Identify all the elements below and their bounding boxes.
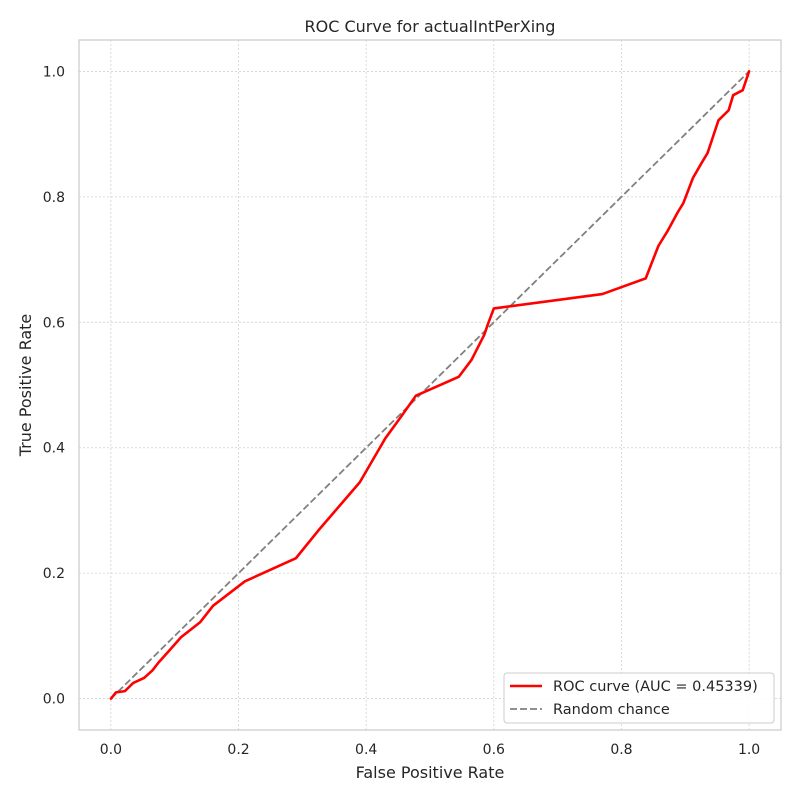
x-tick-label: 0.6 [483, 742, 505, 758]
plot-frame [78, 39, 782, 731]
y-tick-label: 0.8 [43, 190, 65, 206]
random-chance-line [110, 70, 750, 700]
legend: ROC curve (AUC = 0.45339) Random chance [503, 672, 775, 724]
legend-label-random: Random chance [553, 702, 670, 718]
y-tick-label: 0.4 [43, 441, 65, 457]
y-tick-label: 0.2 [43, 566, 65, 582]
x-tick-label: 0.2 [227, 742, 249, 758]
x-tick-label: 0.0 [100, 742, 122, 758]
y-axis-label: True Positive Rate [16, 314, 35, 458]
tick-layer: 0.0 0.2 0.4 0.6 0.8 1.0 0.0 0.2 0.4 0.6 0.8 1.0 [43, 64, 760, 758]
series-layer [109, 70, 751, 700]
y-tick-label: 1.0 [43, 64, 65, 80]
y-tick-label: 0.6 [43, 315, 65, 331]
legend-label-roc: ROC curve (AUC = 0.45339) [553, 679, 758, 695]
x-tick-label: 0.4 [355, 742, 377, 758]
x-tick-label: 0.8 [610, 742, 632, 758]
y-tick-label: 0.0 [43, 692, 65, 708]
x-axis-label: False Positive Rate [356, 763, 505, 782]
chart-title: ROC Curve for actualIntPerXing [305, 17, 556, 36]
x-tick-label: 1.0 [738, 742, 760, 758]
roc-curve-line [109, 70, 751, 700]
legend-box [503, 672, 775, 724]
